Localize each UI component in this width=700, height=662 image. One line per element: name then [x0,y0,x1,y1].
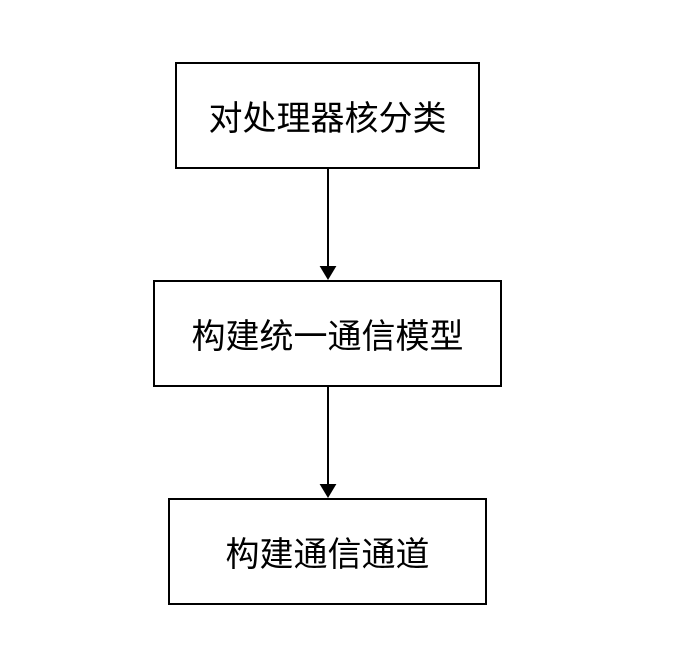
flowchart-node-2: 构建统一通信模型 [153,280,502,387]
flowchart-node-3: 构建通信通道 [168,498,487,605]
flowchart-node-2-label: 构建统一通信模型 [192,309,464,358]
flowchart-arrow-1 [314,169,342,280]
flowchart-node-3-label: 构建通信通道 [226,527,430,576]
flowchart-arrow-2 [314,387,342,498]
flowchart-node-1-label: 对处理器核分类 [209,91,447,140]
flowchart-node-1: 对处理器核分类 [175,62,480,169]
